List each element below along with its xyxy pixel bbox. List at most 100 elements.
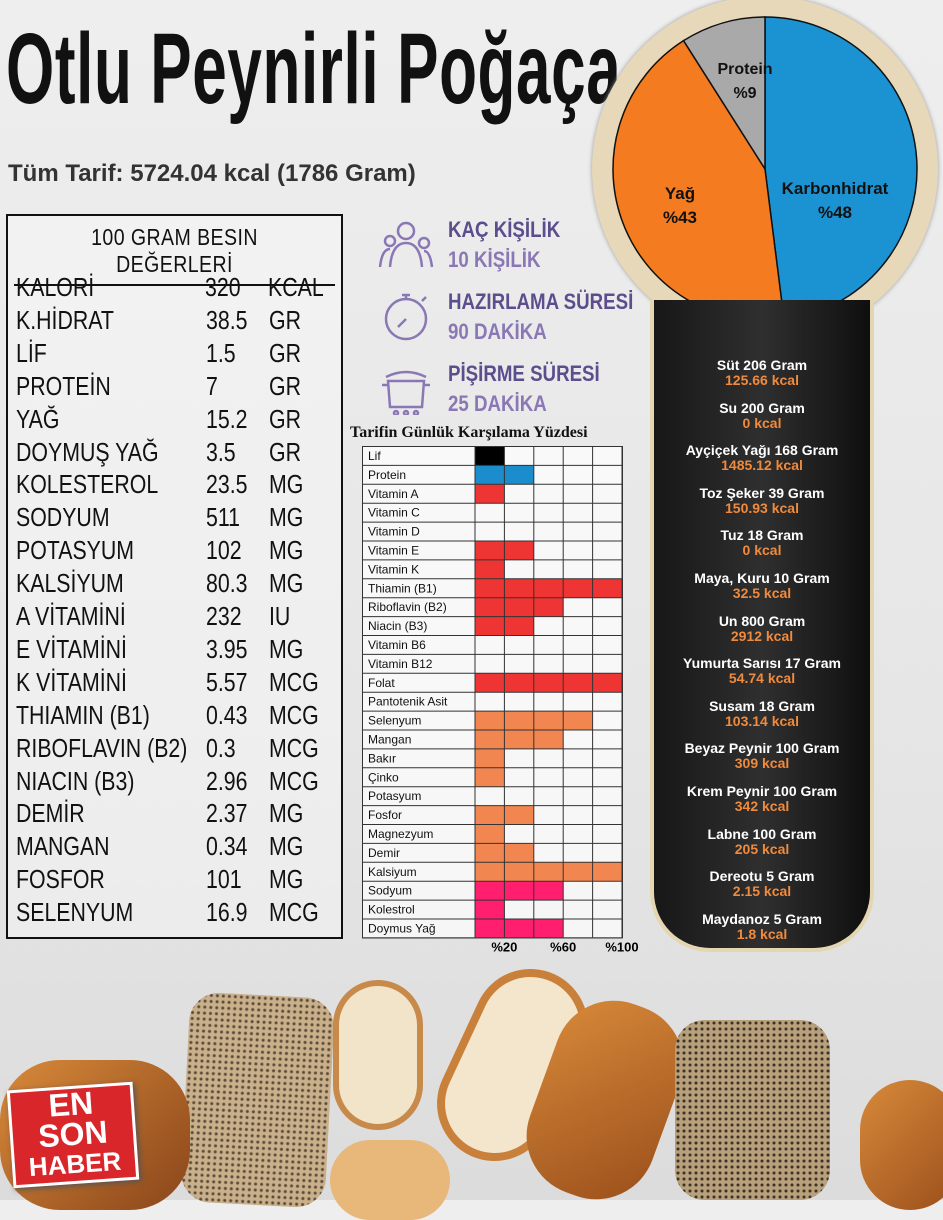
bar (475, 881, 564, 901)
bar (475, 730, 564, 749)
nutrition-row: DOYMUŞ YAĞ 3.5 GR (16, 437, 336, 467)
ingredient-name: Krem Peynir 100 Gram (686, 783, 838, 799)
ingredient-item: Yumurta Sarısı 17 Gram 54.74 kcal (654, 656, 870, 686)
ingredient-name: Beyaz Peynir 100 Gram (684, 740, 840, 757)
nutrition-value: 16.9 (206, 897, 248, 928)
bar-label: Vitamin B6 (368, 638, 426, 652)
nutrition-row: PROTEİN 7 GR (16, 371, 336, 401)
stopwatch-icon (384, 293, 428, 341)
bar-label: Sodyum (368, 884, 412, 898)
nutrition-value: 101 (206, 864, 242, 895)
ingredient-name: Dereotu 5 Gram (709, 868, 815, 885)
nutrition-unit: MG (269, 831, 304, 862)
pie-name: Karbonhidrat (782, 179, 889, 198)
ingredient-item: Maydanoz 5 Gram 1.8 kcal (654, 910, 870, 942)
bar-label: Doymus Yağ (368, 922, 436, 936)
ingredient-kcal: 309 kcal (734, 755, 790, 772)
nutrition-name: K.HİDRAT (16, 304, 114, 335)
bar-chart-title: Tarifin Günlük Karşılama Yüzdesi (350, 424, 588, 441)
tick-label: %60 (550, 939, 576, 954)
ingredient-kcal: 125.66 kcal (725, 372, 799, 388)
nutrition-row: POTASYUM 102 MG (16, 535, 336, 565)
nutrition-name: KALSİYUM (16, 568, 124, 599)
bar-label: Vitamin E (368, 544, 419, 558)
nutrition-unit: KCAL (268, 272, 324, 302)
nutrition-name: LİF (16, 337, 47, 368)
bar-label: Thiamin (B1) (368, 581, 437, 595)
nutrition-name: POTASYUM (16, 535, 135, 566)
nutrition-name: K VİTAMİNİ (16, 666, 127, 697)
pot-icon (382, 370, 430, 415)
bar-label: Vitamin K (368, 562, 419, 576)
ingredient-name: Ayçiçek Yağı 168 Gram (685, 442, 839, 459)
nutrition-row: THIAMIN (B1) 0.43 MCG (16, 700, 336, 730)
tick-label: %20 (491, 939, 517, 954)
ingredient-item: Dereotu 5 Gram 2.15 kcal (654, 869, 870, 899)
nutrition-name: RIBOFLAVIN (B2) (16, 732, 188, 763)
nutrition-row: NIACIN (B3) 2.96 MCG (16, 766, 336, 796)
bar (475, 748, 505, 768)
bar (475, 673, 622, 693)
bar (475, 597, 564, 617)
nutrition-row: MANGAN 0.34 MG (16, 831, 336, 861)
nutrition-name: KALORİ (16, 272, 95, 302)
nutrition-name: SELENYUM (16, 897, 134, 928)
divider (14, 284, 335, 286)
info-1: HAZIRLAMA SÜRESİ 90 DAKİKA (378, 287, 633, 351)
info-0: KAÇ KİŞİLİK 10 KİŞİLİK (378, 215, 628, 279)
bar (475, 559, 505, 579)
ingredient-item: Susam 18 Gram 103.14 kcal (654, 698, 870, 729)
bar-label: Fosfor (368, 808, 402, 822)
nutrition-row: KALSİYUM 80.3 MG (16, 568, 336, 598)
nutrition-unit: MCG (269, 765, 319, 796)
ingredient-name: Yumurta Sarısı 17 Gram (683, 655, 841, 672)
nutrition-value: 0.43 (206, 699, 248, 730)
people-icon (378, 221, 434, 268)
nutrition-name: A VİTAMİNİ (16, 601, 126, 631)
nutrition-unit: MG (269, 864, 304, 895)
bar (475, 900, 505, 919)
ingredient-name: Maydanoz 5 Gram (702, 910, 822, 927)
bar-label: Çinko (368, 770, 399, 784)
ingredient-kcal: 1485.12 kcal (721, 457, 803, 474)
daily-percentage-chart: Lif Protein Vitamin A Vitamin C Vitamin D Vit… (362, 446, 639, 954)
pie-slice-karbonhidrat (764, 16, 918, 321)
info-2: PİŞİRME SÜRESİ 25 DAKİKA (378, 359, 628, 423)
nutrition-name: SODYUM (16, 502, 110, 533)
bar (475, 919, 564, 938)
nutrition-row: A VİTAMİNİ 232 IU (16, 601, 336, 631)
pie-label: %48 (818, 203, 852, 222)
pie-name: Protein (717, 61, 772, 78)
nutrition-name: YAĞ (16, 403, 60, 434)
nutrition-unit: GR (269, 370, 301, 401)
bar (475, 446, 505, 466)
ingredient-name: Labne 100 Gram (707, 825, 817, 842)
pie-name: Yağ (665, 184, 695, 203)
nutrition-unit: MCG (269, 897, 319, 928)
nutrition-value: 320 (205, 272, 241, 302)
bar-label: Mangan (368, 733, 411, 747)
bar (475, 767, 505, 787)
ingredient-name: Su 200 Gram (719, 399, 805, 416)
nutrition-row: KALORİ 320 KCAL (16, 272, 336, 302)
ingredient-item: Maya, Kuru 10 Gram 32.5 kcal (654, 571, 870, 601)
ingredient-item: Ayçiçek Yağı 168 Gram 1485.12 kcal (654, 443, 870, 473)
bar (475, 578, 622, 598)
nutrition-unit: MCG (269, 699, 319, 730)
nutrition-table: 100 GRAM BESIN DEĞERLERİ KALORİ 320 KCAL K.… (6, 214, 343, 939)
ingredient-kcal: 0 kcal (742, 542, 782, 559)
nutrition-header: 100 GRAM BESIN DEĞERLERİ (91, 224, 258, 277)
nutrition-row: RIBOFLAVIN (B2) 0.3 MCG (16, 733, 336, 763)
nutrition-value: 2.37 (206, 798, 248, 829)
nutrition-value: 511 (206, 502, 240, 533)
nutrition-row: KOLESTEROL 23.5 MG (16, 469, 336, 499)
bar-label: Riboflavin (B2) (368, 600, 447, 614)
nutrition-unit: MG (269, 502, 304, 533)
nutrition-unit: MCG (269, 732, 319, 763)
bar-label: Demir (368, 846, 400, 860)
nutrition-row: YAĞ 15.2 GR (16, 404, 336, 434)
ingredient-item: Toz Şeker 39 Gram 150.93 kcal (654, 485, 870, 516)
ingredient-name: Un 800 Gram (718, 612, 806, 629)
ingredient-name: Maya, Kuru 10 Gram (694, 570, 830, 586)
nutrition-unit: GR (269, 403, 301, 434)
